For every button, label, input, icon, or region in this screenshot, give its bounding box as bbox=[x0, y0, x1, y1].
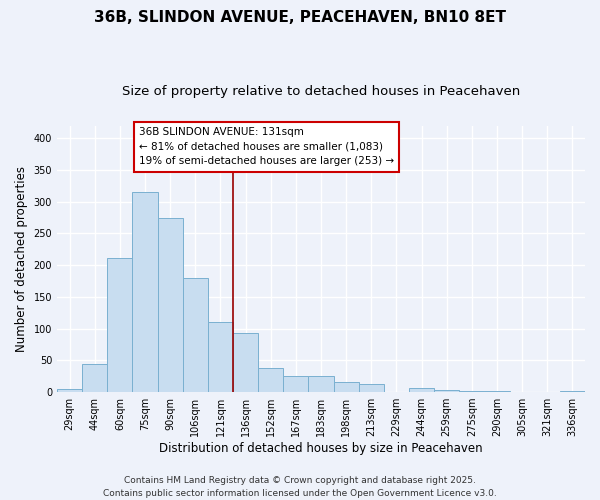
Bar bbox=[409, 388, 434, 392]
Bar bbox=[107, 258, 133, 392]
Text: 36B, SLINDON AVENUE, PEACEHAVEN, BN10 8ET: 36B, SLINDON AVENUE, PEACEHAVEN, BN10 8E… bbox=[94, 10, 506, 25]
Bar bbox=[258, 368, 283, 392]
X-axis label: Distribution of detached houses by size in Peacehaven: Distribution of detached houses by size … bbox=[159, 442, 483, 455]
Bar bbox=[359, 384, 384, 392]
Bar bbox=[57, 389, 82, 392]
Bar bbox=[208, 322, 233, 392]
Bar bbox=[308, 376, 334, 392]
Text: Contains HM Land Registry data © Crown copyright and database right 2025.
Contai: Contains HM Land Registry data © Crown c… bbox=[103, 476, 497, 498]
Bar bbox=[434, 390, 459, 392]
Bar bbox=[560, 391, 585, 392]
Bar bbox=[158, 218, 183, 392]
Bar bbox=[459, 391, 484, 392]
Bar bbox=[183, 278, 208, 392]
Bar bbox=[283, 376, 308, 392]
Bar bbox=[334, 382, 359, 392]
Y-axis label: Number of detached properties: Number of detached properties bbox=[15, 166, 28, 352]
Bar bbox=[133, 192, 158, 392]
Title: Size of property relative to detached houses in Peacehaven: Size of property relative to detached ho… bbox=[122, 85, 520, 98]
Bar bbox=[233, 333, 258, 392]
Text: 36B SLINDON AVENUE: 131sqm
← 81% of detached houses are smaller (1,083)
19% of s: 36B SLINDON AVENUE: 131sqm ← 81% of deta… bbox=[139, 127, 394, 166]
Bar bbox=[82, 364, 107, 392]
